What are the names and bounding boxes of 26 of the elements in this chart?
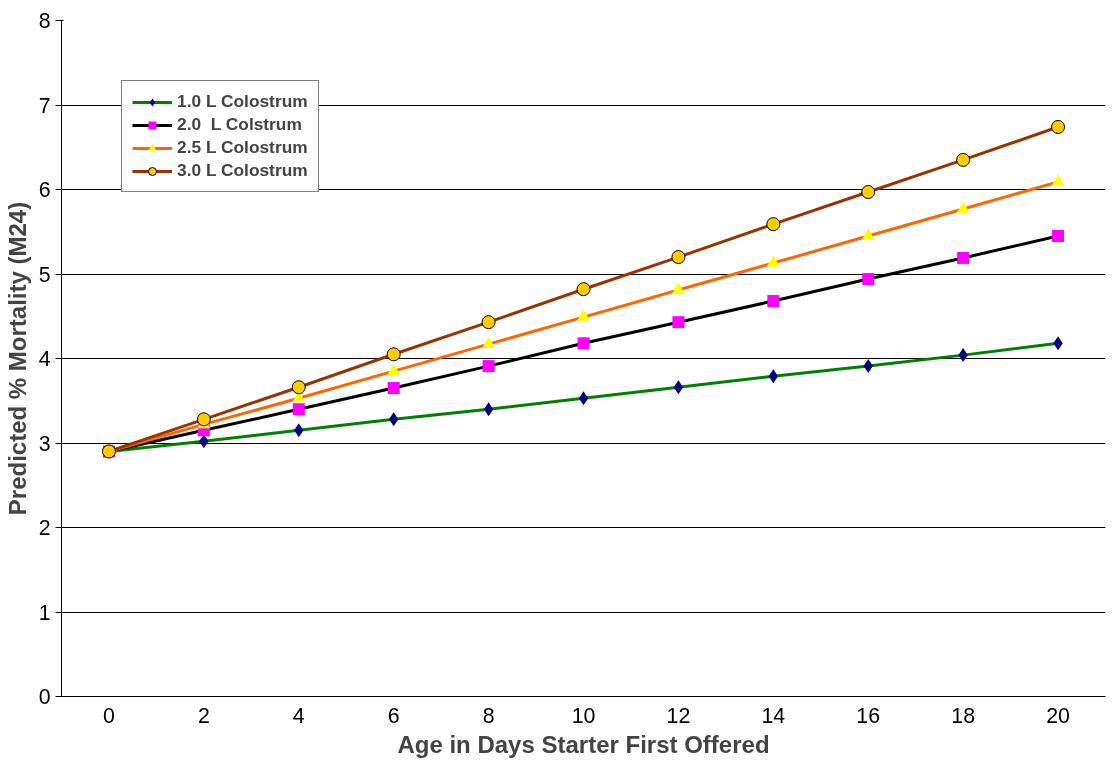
legend-label: 1.0 L Colostrum: [177, 91, 308, 112]
y-tick-label: 0: [38, 685, 51, 709]
x-tick-label: 20: [1046, 703, 1071, 728]
x-tick-label: 12: [666, 703, 691, 728]
y-tick-label: 3: [38, 431, 51, 456]
x-tick-label: 0: [103, 703, 116, 728]
y-tick-label: 5: [38, 262, 51, 287]
legend-label: 2.0 L Colstrum: [177, 114, 302, 135]
y-axis-title: Predicted % Mortality (M24): [3, 201, 31, 516]
y-tick-label: 8: [38, 9, 51, 33]
x-tick-label: 4: [292, 703, 305, 728]
legend-label: 3.0 L Colostrum: [177, 160, 308, 181]
x-tick-label: 8: [482, 703, 495, 728]
x-tick-label: 18: [951, 703, 976, 728]
x-tick-label: 14: [761, 703, 786, 728]
y-tick-label: 1: [38, 600, 51, 625]
legend-label: 2.5 L Colostrum: [177, 137, 308, 158]
x-axis-title: Age in Days Starter First Offered: [397, 730, 770, 758]
x-tick-label: 6: [387, 703, 400, 728]
x-tick-label: 2: [197, 703, 210, 728]
y-tick-label: 6: [38, 178, 51, 202]
x-tick-label: 10: [571, 703, 596, 728]
y-tick-label: 2: [38, 516, 51, 540]
y-tick-label: 7: [38, 93, 51, 118]
x-tick-label: 16: [856, 703, 881, 728]
y-tick-label: 4: [38, 347, 51, 371]
